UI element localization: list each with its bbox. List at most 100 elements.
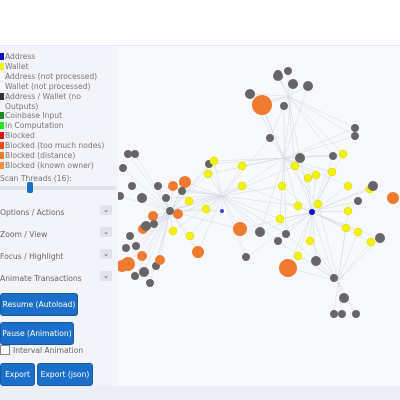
graph-area xyxy=(116,46,400,386)
node xyxy=(126,232,134,240)
legend-label: Address / Wallet (no Outputs) xyxy=(5,92,82,111)
legend-item: Address / Wallet (no Outputs) xyxy=(0,92,115,111)
legend-swatch xyxy=(0,122,4,129)
scan-threads-label: Scan Threads (16): xyxy=(0,174,72,183)
section-header: Animate Transactions ⌄ xyxy=(0,271,112,283)
node xyxy=(139,267,149,277)
section-toggle[interactable]: ⌄ xyxy=(100,271,112,281)
node xyxy=(290,161,300,171)
edge xyxy=(241,157,285,187)
edge xyxy=(141,210,171,257)
node xyxy=(354,197,362,205)
node xyxy=(185,231,195,241)
edge xyxy=(311,185,374,213)
legend-swatch xyxy=(0,142,4,149)
node xyxy=(366,237,376,247)
edge xyxy=(311,210,349,213)
node xyxy=(387,192,399,204)
node xyxy=(124,150,132,158)
node xyxy=(255,227,265,237)
node xyxy=(178,187,186,195)
edge xyxy=(337,227,347,282)
node xyxy=(242,253,250,261)
node xyxy=(116,260,128,272)
legend-label: Wallet (not processed) xyxy=(5,82,91,91)
node xyxy=(303,81,313,91)
node xyxy=(137,251,147,261)
footer xyxy=(0,386,400,400)
node xyxy=(351,124,359,132)
slider-handle[interactable] xyxy=(27,182,33,193)
node xyxy=(203,169,213,179)
node xyxy=(192,246,204,258)
node xyxy=(168,181,178,191)
edge xyxy=(287,95,356,129)
section-label: Focus / Highlight xyxy=(0,252,64,261)
node xyxy=(339,293,349,303)
slider-track[interactable] xyxy=(0,182,116,193)
node xyxy=(119,164,127,172)
edge xyxy=(277,240,339,282)
export-button[interactable]: Export xyxy=(0,363,35,386)
edge xyxy=(127,210,171,265)
edge xyxy=(281,185,313,213)
edge xyxy=(208,163,223,197)
edge xyxy=(283,85,309,159)
section-toggle[interactable]: ⌄ xyxy=(100,227,112,237)
edge xyxy=(153,195,223,225)
edge xyxy=(259,157,285,233)
section-toggle[interactable]: ⌄ xyxy=(100,205,112,215)
node xyxy=(341,223,351,233)
resume-button[interactable]: Resume (Autoload) xyxy=(0,293,78,316)
legend-swatch xyxy=(0,63,4,70)
edge xyxy=(307,177,313,213)
node xyxy=(137,193,147,203)
node xyxy=(168,226,178,236)
node xyxy=(252,95,272,115)
legend-label: Address (not processed) xyxy=(5,72,98,81)
legend-label: Coinbase Input xyxy=(5,111,63,120)
node xyxy=(209,156,219,166)
edge xyxy=(121,210,171,267)
node xyxy=(279,259,297,277)
export-json-button[interactable]: Export (json) xyxy=(37,363,93,386)
legend-swatch xyxy=(0,53,4,60)
node xyxy=(309,209,315,215)
edge xyxy=(239,211,313,230)
section-toggle[interactable]: ⌄ xyxy=(100,249,112,259)
legend-swatch xyxy=(0,162,4,169)
network-graph xyxy=(116,67,399,318)
node xyxy=(141,221,151,231)
edge xyxy=(309,211,313,242)
legend-item: Blocked (distance) xyxy=(0,151,115,161)
edge xyxy=(283,155,334,159)
edge xyxy=(127,153,171,212)
edge xyxy=(287,95,344,155)
pause-button[interactable]: Pause (Animation) xyxy=(0,322,74,345)
node xyxy=(293,201,303,211)
node xyxy=(368,181,378,191)
node xyxy=(275,214,285,224)
node xyxy=(233,222,247,236)
edge xyxy=(283,135,356,159)
legend-item: Blocked (known owner) xyxy=(0,161,115,171)
section-header: Options / Actions ⌄ xyxy=(0,205,112,217)
legend-item: Blocked (too much nodes) xyxy=(0,141,115,151)
edge xyxy=(283,157,319,205)
interval-label: Interval Animation xyxy=(13,346,84,355)
edge xyxy=(283,157,299,207)
legend-swatch xyxy=(0,93,4,100)
edge xyxy=(119,195,171,212)
edge xyxy=(294,165,313,213)
interval-checkbox[interactable] xyxy=(0,345,10,355)
edge xyxy=(311,174,317,213)
node xyxy=(338,310,346,318)
edge xyxy=(141,197,171,212)
edge xyxy=(184,181,223,197)
node xyxy=(274,70,282,78)
node xyxy=(353,227,363,237)
edge xyxy=(221,185,283,197)
node xyxy=(201,204,211,214)
edge xyxy=(221,195,287,235)
edge xyxy=(299,157,313,213)
